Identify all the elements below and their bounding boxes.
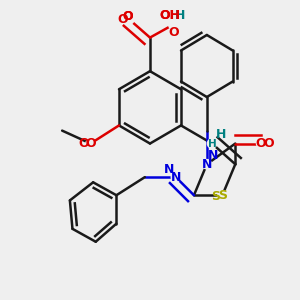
Text: N: N <box>171 171 181 184</box>
Text: H: H <box>175 9 185 22</box>
Text: OH: OH <box>159 9 180 22</box>
Text: N: N <box>202 158 212 171</box>
Text: N: N <box>208 149 218 162</box>
Circle shape <box>207 139 217 148</box>
Text: O: O <box>117 13 128 26</box>
Circle shape <box>86 139 95 148</box>
Circle shape <box>202 160 212 169</box>
Circle shape <box>171 172 181 182</box>
Text: O: O <box>264 137 274 150</box>
Text: H: H <box>216 128 226 141</box>
Text: O: O <box>85 137 96 150</box>
Circle shape <box>256 139 266 148</box>
Text: O: O <box>123 11 133 23</box>
Text: N: N <box>164 163 175 176</box>
Text: O: O <box>168 26 178 39</box>
Text: O: O <box>79 137 89 150</box>
Text: H: H <box>208 139 216 148</box>
Circle shape <box>125 15 134 24</box>
Text: S: S <box>218 189 227 202</box>
Text: O: O <box>123 11 133 23</box>
Text: S: S <box>211 190 220 203</box>
Circle shape <box>169 20 178 29</box>
Circle shape <box>218 190 227 200</box>
Text: OH: OH <box>159 9 180 22</box>
Text: O: O <box>256 137 266 150</box>
